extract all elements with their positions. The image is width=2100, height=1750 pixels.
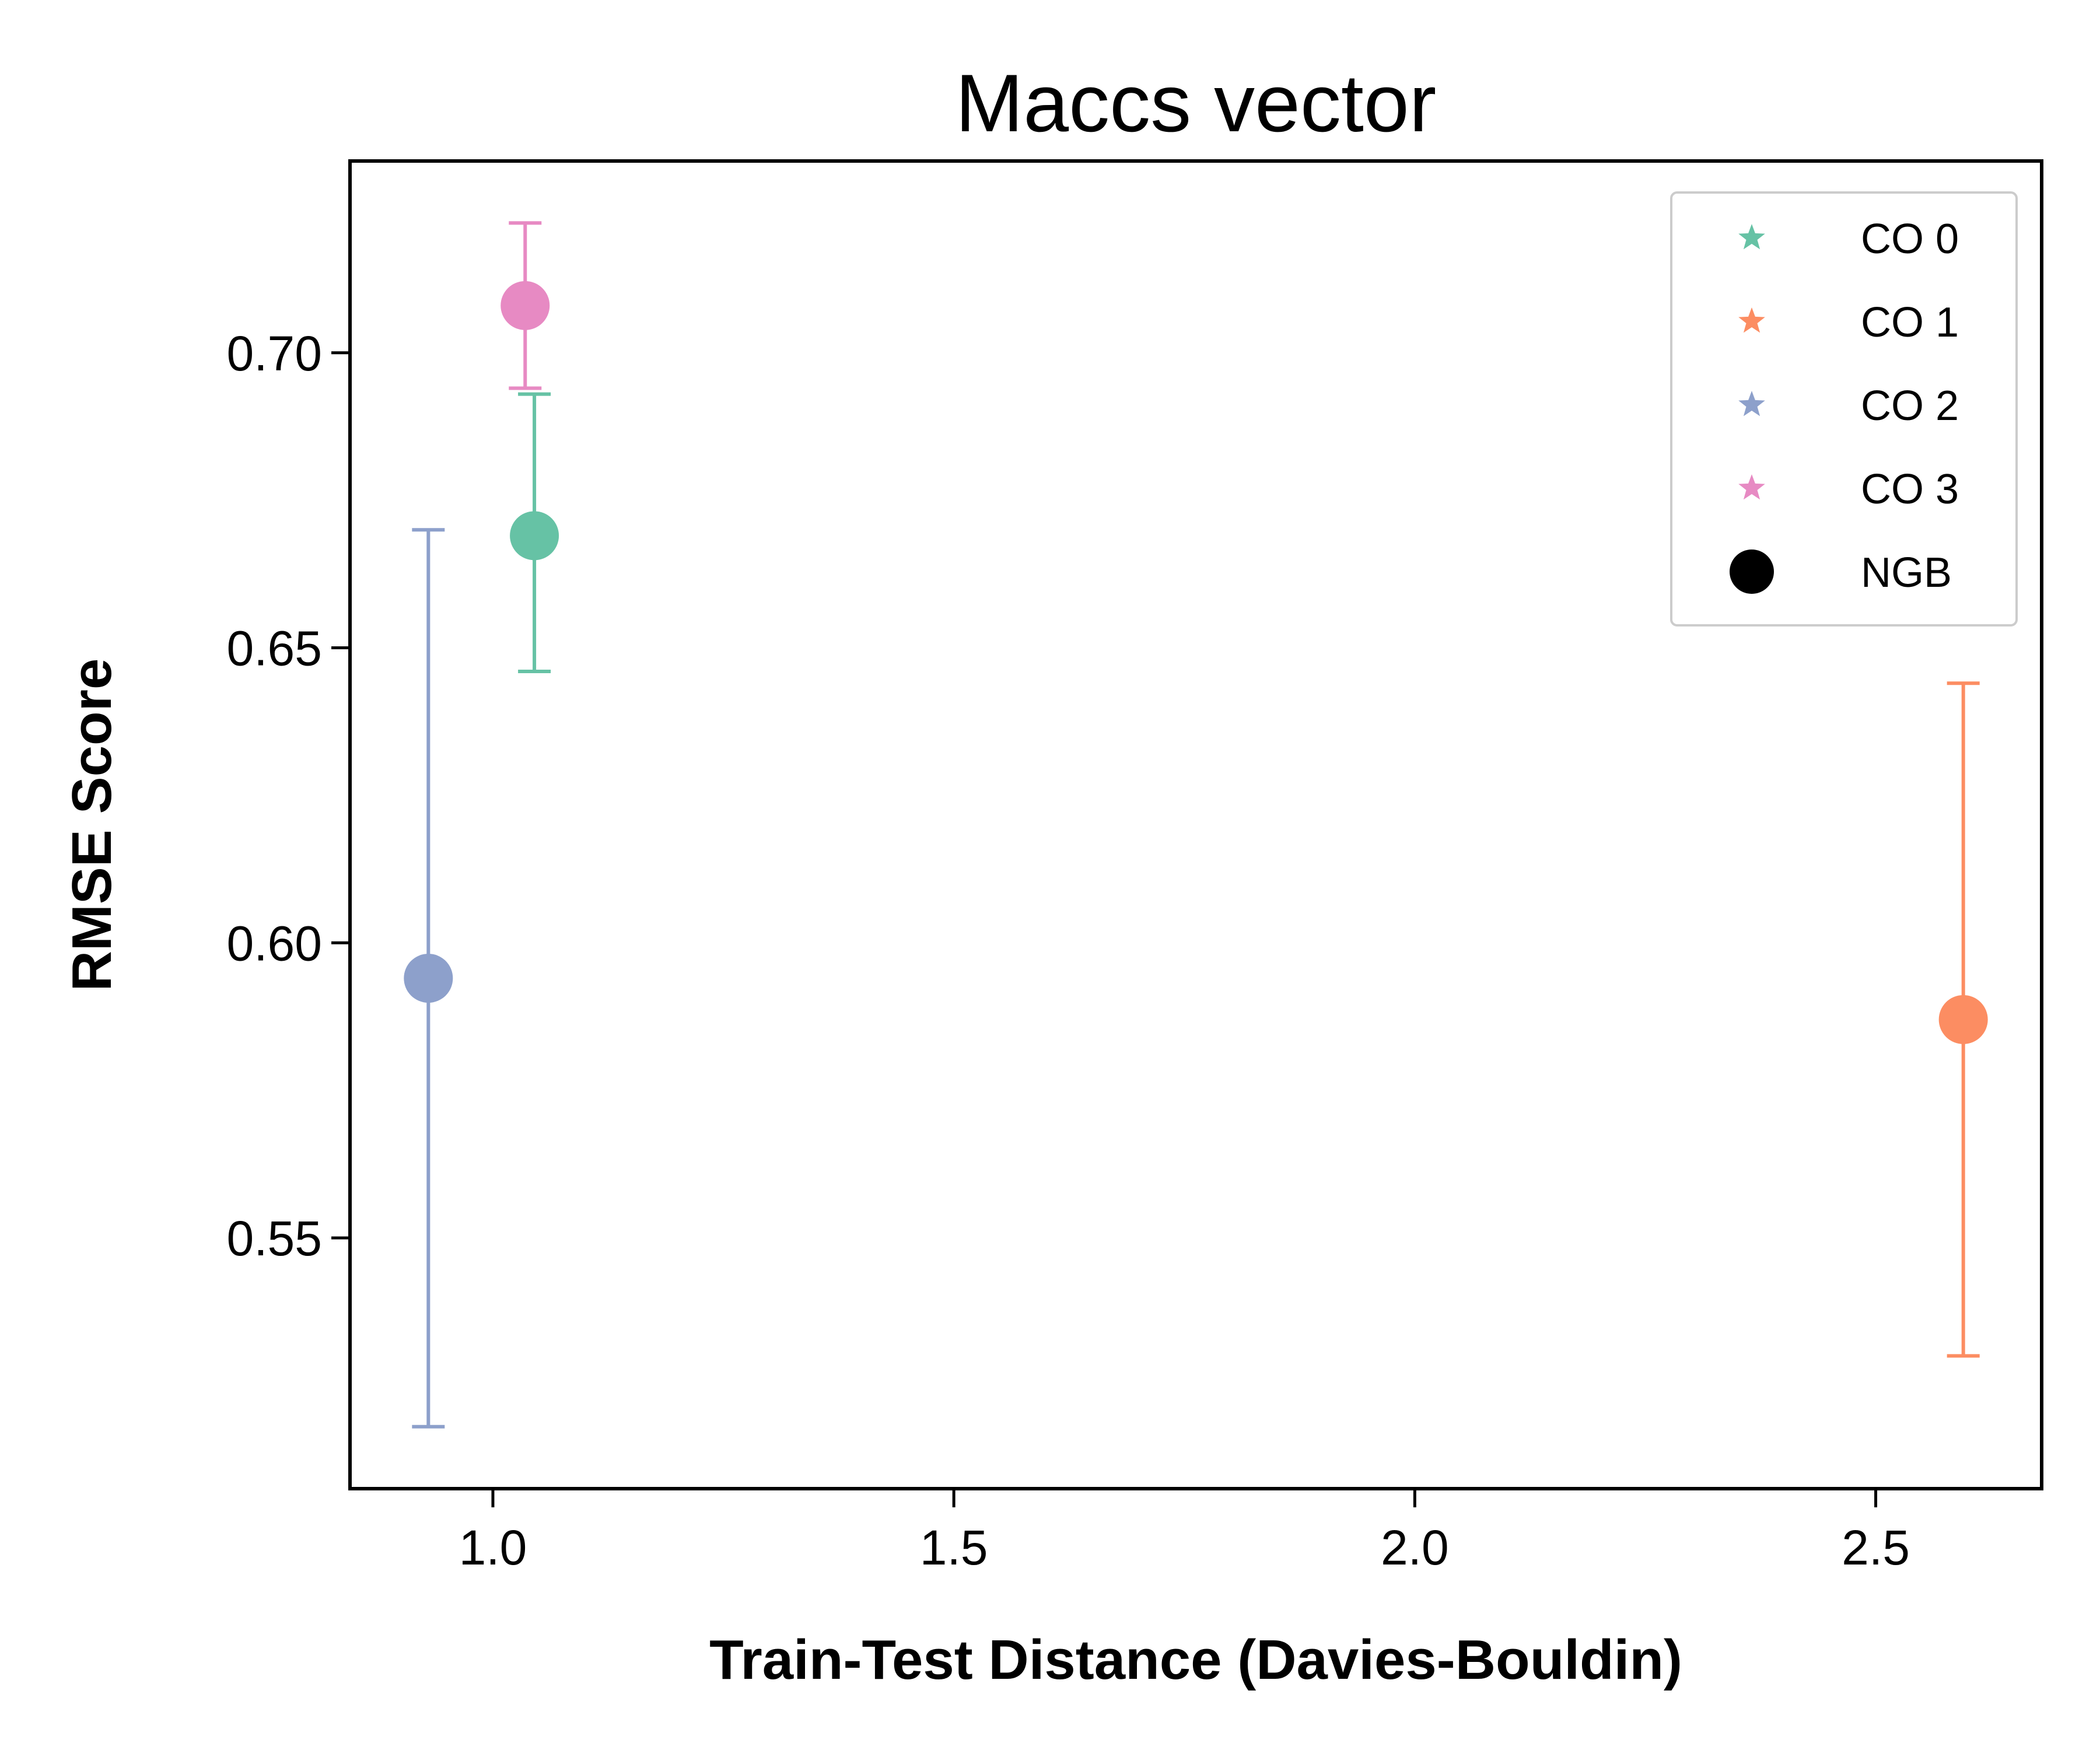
legend-label: CO 0: [1861, 216, 1959, 262]
x-tick-label: 1.5: [920, 1520, 988, 1575]
data-point: [1938, 995, 1988, 1044]
x-tick-label: 1.0: [459, 1520, 527, 1575]
data-points: [404, 281, 1988, 1044]
legend-label: CO 2: [1861, 383, 1959, 429]
x-tick-label: 2.5: [1842, 1520, 1910, 1575]
legend-star-icon: [1738, 307, 1765, 333]
y-axis-label: RMSE Score: [61, 659, 123, 992]
legend-star-icon: [1738, 224, 1765, 250]
chart-title: Maccs vector: [956, 57, 1437, 149]
axis-ticks: 1.0 1.5 2.0 2.5 0.55 0.60 0.65 0.70: [227, 326, 1910, 1575]
legend-label: NGB: [1861, 550, 1952, 596]
legend-star-icon: [1738, 474, 1765, 500]
plot-frame: [348, 159, 2043, 1490]
x-axis-label: Train-Test Distance (Davies-Bouldin): [709, 1629, 1682, 1691]
legend-box: [1670, 191, 2018, 626]
data-point: [404, 954, 453, 1003]
legend-label: CO 1: [1861, 299, 1959, 346]
data-point: [501, 281, 550, 330]
data-point: [510, 511, 559, 561]
y-tick-label: 0.55: [227, 1211, 323, 1266]
y-tick-label: 0.60: [227, 916, 323, 971]
y-tick-label: 0.70: [227, 326, 323, 381]
legend-label: CO 3: [1861, 466, 1959, 513]
x-tick-label: 2.0: [1381, 1520, 1449, 1575]
legend-circle-icon: [1730, 550, 1774, 594]
legend-star-icon: [1738, 391, 1765, 416]
legend: CO 0 CO 1 CO 2 CO 3 NGB: [1670, 191, 2018, 626]
y-tick-label: 0.65: [227, 621, 323, 676]
